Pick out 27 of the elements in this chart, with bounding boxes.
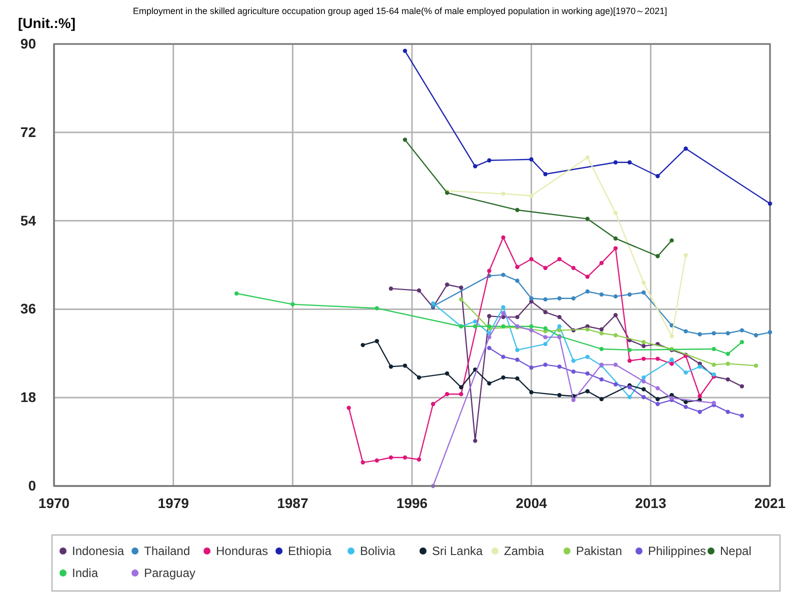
x-tick-label: 1970 bbox=[38, 494, 70, 511]
legend-label: Thailand bbox=[144, 544, 190, 558]
legend-label: Zambia bbox=[504, 544, 544, 558]
y-tick-label: 72 bbox=[20, 124, 36, 140]
legend-label: Paraguay bbox=[144, 566, 196, 580]
legend-label: India bbox=[72, 566, 98, 580]
y-tick-label: 36 bbox=[20, 300, 36, 317]
chart-title: Employment in the skilled agriculture occupation group aged 15-64 male(% of male employed population in working age)[1970～2021] bbox=[132, 6, 668, 16]
x-tick-label: 1979 bbox=[158, 494, 190, 511]
legend-label: Philippines bbox=[648, 544, 706, 558]
legend-label: Indonesia bbox=[72, 544, 124, 558]
legend-label: Pakistan bbox=[576, 544, 622, 558]
legend-label: Ethiopia bbox=[288, 544, 332, 558]
x-tick-label: 2013 bbox=[635, 494, 666, 511]
x-tick-label: 1996 bbox=[396, 494, 428, 511]
x-tick-label: 1987 bbox=[277, 494, 308, 511]
y-tick-label: 90 bbox=[20, 35, 36, 52]
legend-label: Nepal bbox=[720, 544, 752, 558]
y-tick-label: 18 bbox=[20, 389, 36, 406]
x-tick-label: 2021 bbox=[754, 494, 786, 511]
y-axis-title: [Unit.:%] bbox=[18, 15, 76, 31]
legend-label: Honduras bbox=[216, 544, 268, 558]
y-tick-label: 0 bbox=[28, 477, 36, 494]
legend-label: Bolivia bbox=[360, 544, 396, 558]
legend-label: Sri Lanka bbox=[432, 544, 484, 558]
y-tick-label: 54 bbox=[20, 212, 36, 228]
x-tick-label: 2004 bbox=[516, 494, 548, 511]
